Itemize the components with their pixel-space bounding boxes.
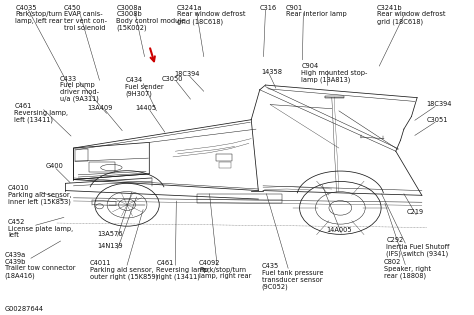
Text: C3241a
Rear window defrost
grid (18C618): C3241a Rear window defrost grid (18C618) <box>177 5 246 25</box>
Text: C461
Reversing lamp,
right (13411): C461 Reversing lamp, right (13411) <box>156 260 210 280</box>
Text: C450
EVAP canis-
ter vent con-
trol solenoid: C450 EVAP canis- ter vent con- trol sole… <box>64 5 107 31</box>
Text: 14358: 14358 <box>262 69 283 75</box>
Text: 14N139: 14N139 <box>97 243 123 249</box>
Text: C439a
C439b
Trailer tow connector
(18A416): C439a C439b Trailer tow connector (18A41… <box>5 252 75 279</box>
Text: C292
Inertia Fuel Shutoff
(IFS) switch (9341): C292 Inertia Fuel Shutoff (IFS) switch (… <box>386 237 450 257</box>
Text: 18C394: 18C394 <box>174 71 200 77</box>
Text: C433
Fuel pump
driver mod-
u/a (9A311): C433 Fuel pump driver mod- u/a (9A311) <box>60 76 99 102</box>
Text: C316: C316 <box>260 5 277 11</box>
Text: C3241b
Rear window defrost
grid (18C618): C3241b Rear window defrost grid (18C618) <box>377 5 446 25</box>
Text: C4011
Parking aid sensor,
outer right (15K859): C4011 Parking aid sensor, outer right (1… <box>90 260 158 280</box>
Text: C3050: C3050 <box>161 76 182 82</box>
Text: 14405: 14405 <box>136 105 157 111</box>
Text: C4092
Park/stop/turn
lamp, right rear: C4092 Park/stop/turn lamp, right rear <box>199 260 251 279</box>
Text: 13A409: 13A409 <box>88 105 113 111</box>
Text: C3008a
C3008b
Body control module
(15K002): C3008a C3008b Body control module (15K00… <box>116 5 185 32</box>
Text: C901
Rear interior lamp: C901 Rear interior lamp <box>286 5 346 17</box>
Text: C219: C219 <box>407 209 424 215</box>
Text: 13A576: 13A576 <box>97 231 123 237</box>
Text: C802
Speaker, right
rear (18808): C802 Speaker, right rear (18808) <box>384 259 431 279</box>
Text: G400: G400 <box>46 163 64 169</box>
Text: C452
License plate lamp,
left: C452 License plate lamp, left <box>8 219 73 238</box>
Text: C4035
Park/stop/turn
lamp, left rear: C4035 Park/stop/turn lamp, left rear <box>15 5 63 24</box>
Text: C904
High mounted stop-
lamp (13A813): C904 High mounted stop- lamp (13A813) <box>301 63 368 83</box>
Text: C461
Reversing lamp,
left (13411): C461 Reversing lamp, left (13411) <box>14 103 68 123</box>
Text: C435
Fuel tank pressure
transducer sensor
(9C052): C435 Fuel tank pressure transducer senso… <box>262 263 323 290</box>
Text: C4010
Parking aid sensor,
inner left (15K853): C4010 Parking aid sensor, inner left (15… <box>8 185 72 205</box>
Text: C434
Fuel sender
(9H307): C434 Fuel sender (9H307) <box>125 77 164 97</box>
Text: 18C394: 18C394 <box>427 101 452 107</box>
Text: C3051: C3051 <box>427 117 448 123</box>
Text: 14A005: 14A005 <box>326 227 352 233</box>
Text: G00287644: G00287644 <box>5 306 44 312</box>
